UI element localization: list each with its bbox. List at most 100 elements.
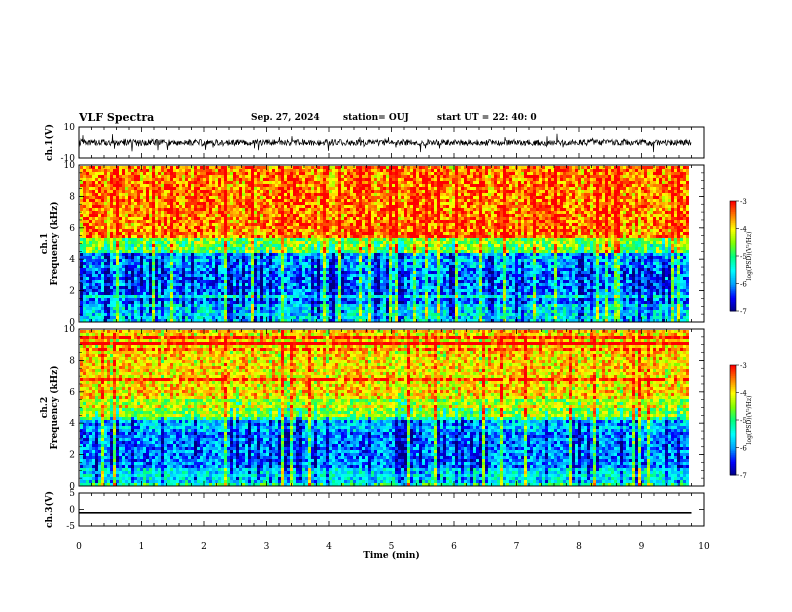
spectrogram-cell: [212, 301, 215, 304]
spectrogram-cell: [191, 313, 194, 316]
spectrogram-cell: [287, 310, 290, 313]
spectrogram-cell: [341, 301, 344, 304]
spectrogram-cell: [305, 241, 308, 244]
spectrogram-cell: [185, 190, 188, 193]
spectrogram-cell: [233, 178, 236, 181]
spectrogram-cell: [335, 295, 338, 298]
spectrogram-cell: [98, 232, 101, 235]
spectrogram-cell: [353, 271, 356, 274]
spectrogram-cell: [170, 244, 173, 247]
spectrogram-cell: [83, 274, 86, 277]
spectrogram-cell: [137, 283, 140, 286]
spectrogram-cell: [296, 271, 299, 274]
spectrogram-cell: [356, 265, 359, 268]
spectrogram-cell: [284, 175, 287, 178]
spectrogram-cell: [89, 286, 92, 289]
spectrogram-cell: [314, 286, 317, 289]
spectrogram-cell: [278, 193, 281, 196]
spectrogram-cell: [311, 181, 314, 184]
spectrogram-cell: [101, 223, 104, 226]
spectrogram-cell: [227, 181, 230, 184]
spectrogram-cell: [266, 274, 269, 277]
spectrogram-cell: [176, 214, 179, 217]
spectrogram-cell: [272, 223, 275, 226]
spectrogram-cell: [323, 256, 326, 259]
spectrogram-cell: [227, 259, 230, 262]
spectrogram-cell: [110, 316, 113, 319]
spectrogram-cell: [140, 274, 143, 277]
spectrogram-cell: [179, 235, 182, 238]
spectrogram-cell: [299, 298, 302, 301]
spectrogram-cell: [335, 241, 338, 244]
spectrogram-cell: [338, 280, 341, 283]
spectrogram-cell: [98, 295, 101, 298]
spectrogram-cell: [125, 271, 128, 274]
spectrogram-cell: [287, 259, 290, 262]
spectrogram-cell: [251, 307, 254, 310]
spectrogram-cell: [317, 190, 320, 193]
spectrogram-cell: [242, 169, 245, 172]
spectrogram-cell: [149, 247, 152, 250]
spectrogram-cell: [302, 274, 305, 277]
spectrogram-cell: [173, 259, 176, 262]
spectrogram-cell: [134, 175, 137, 178]
spectrogram-cell: [305, 265, 308, 268]
spectrogram-cell: [314, 253, 317, 256]
spectrogram-cell: [215, 169, 218, 172]
spectrogram-cell: [305, 193, 308, 196]
spectrogram-cell: [134, 250, 137, 253]
spectrogram-cell: [149, 238, 152, 241]
spectrogram-cell: [191, 223, 194, 226]
spectrogram-cell: [155, 199, 158, 202]
spectrogram-cell: [302, 232, 305, 235]
spectrogram-cell: [98, 202, 101, 205]
spectrogram-cell: [131, 247, 134, 250]
spectrogram-cell: [125, 226, 128, 229]
spectrogram-cell: [320, 292, 323, 295]
spectrogram-cell: [173, 292, 176, 295]
spectrogram-cell: [278, 223, 281, 226]
spectrogram-cell: [224, 181, 227, 184]
spectrogram-cell: [287, 184, 290, 187]
spectrogram-cell: [119, 172, 122, 175]
spectrogram-cell: [254, 223, 257, 226]
spectrogram-cell: [113, 268, 116, 271]
spectrogram-cell: [113, 184, 116, 187]
spectrogram-cell: [347, 193, 350, 196]
spectrogram-cell: [152, 283, 155, 286]
spectrogram-cell: [185, 286, 188, 289]
spectrogram-cell: [356, 214, 359, 217]
spectrogram-cell: [335, 166, 338, 169]
spectrogram-cell: [182, 265, 185, 268]
spectrogram-cell: [263, 250, 266, 253]
spectrogram-cell: [284, 313, 287, 316]
spectrogram-cell: [173, 193, 176, 196]
spectrogram-cell: [344, 175, 347, 178]
spectrogram-cell: [248, 211, 251, 214]
spectrogram-cell: [269, 166, 272, 169]
spectrogram-cell: [212, 193, 215, 196]
spectrogram-cell: [155, 256, 158, 259]
spectrogram-cell: [236, 232, 239, 235]
spectrogram-cell: [347, 172, 350, 175]
spectrogram-cell: [170, 211, 173, 214]
spectrogram-cell: [263, 214, 266, 217]
spectrogram-cell: [140, 301, 143, 304]
spectrogram-cell: [197, 226, 200, 229]
spectrogram-cell: [206, 310, 209, 313]
spectrogram-cell: [203, 238, 206, 241]
spectrogram-cell: [179, 202, 182, 205]
spectrogram-cell: [212, 307, 215, 310]
spectrogram-cell: [338, 238, 341, 241]
spectrogram-cell: [206, 295, 209, 298]
spectrogram-cell: [248, 175, 251, 178]
spectrogram-cell: [128, 256, 131, 259]
spectrogram-cell: [176, 253, 179, 256]
spectrogram-cell: [275, 241, 278, 244]
spectrogram-cell: [203, 202, 206, 205]
spectrogram-cell: [248, 184, 251, 187]
spectrogram-cell: [224, 172, 227, 175]
spectrogram-cell: [221, 301, 224, 304]
spectrogram-cell: [107, 241, 110, 244]
spectrogram-cell: [218, 187, 221, 190]
